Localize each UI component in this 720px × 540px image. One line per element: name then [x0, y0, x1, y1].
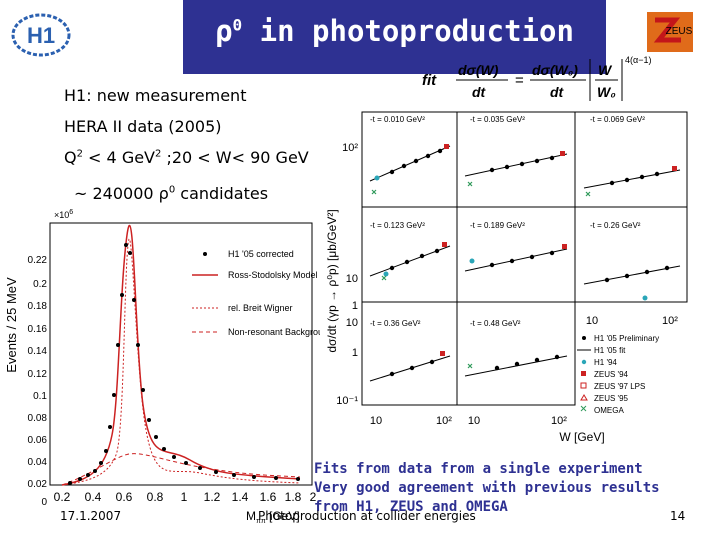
svg-text:0: 0 [41, 497, 47, 508]
svg-text:-t = 0.010 GeV²: -t = 0.010 GeV² [370, 115, 425, 124]
svg-text:10: 10 [346, 273, 358, 285]
fit-formula: fit dσ(W) dt = dσ(W₀) dt W W₀ 4(α−1) [422, 55, 651, 101]
svg-text:H1 '05 fit: H1 '05 fit [594, 346, 626, 355]
footer-title: Photoproduction at collider energies [258, 509, 476, 523]
svg-text:dσ(W₀): dσ(W₀) [532, 62, 578, 78]
zeus-logo: ZEUS [647, 12, 693, 52]
svg-text:-t = 0.48 GeV²: -t = 0.48 GeV² [470, 319, 521, 328]
svg-text:Ross-Stodolsky Model: Ross-Stodolsky Model [228, 270, 318, 280]
svg-text:-t = 0.36 GeV²: -t = 0.36 GeV² [370, 319, 421, 328]
svg-text:W: W [598, 62, 613, 78]
svg-text:4(α−1): 4(α−1) [625, 55, 651, 65]
svg-text:10²: 10² [436, 415, 452, 427]
svg-text:0.6: 0.6 [116, 490, 133, 504]
svg-text:ZEUS '94: ZEUS '94 [594, 370, 629, 379]
svg-text:ZEUS '97 LPS: ZEUS '97 LPS [594, 382, 645, 391]
svg-text:0.08: 0.08 [28, 413, 48, 424]
slide-title: ρ0 in photoproduction [215, 14, 574, 48]
svg-text:Non-resonant Background: Non-resonant Background [228, 327, 320, 337]
svg-text:0.4: 0.4 [85, 490, 102, 504]
svg-text:10: 10 [346, 317, 358, 329]
svg-text:dt: dt [550, 84, 565, 100]
svg-text:1.8: 1.8 [285, 490, 302, 504]
h1-measurement-text: H1: new measurement [64, 86, 247, 105]
svg-text:×106: ×106 [54, 209, 73, 220]
svg-text:1.6: 1.6 [260, 490, 277, 504]
page-number: 14 [670, 509, 686, 523]
svg-text:10: 10 [468, 415, 480, 427]
svg-text:rel. Breit Wigner: rel. Breit Wigner [228, 303, 293, 313]
svg-text:H1 '94: H1 '94 [594, 358, 617, 367]
svg-text:10: 10 [370, 415, 382, 427]
svg-text:0.2: 0.2 [33, 279, 47, 290]
mass-spectrum-plot: Events / 25 MeV ×106 0.22 0.2 0.18 0.16 … [4, 209, 320, 525]
svg-text:-t = 0.069 GeV²: -t = 0.069 GeV² [590, 115, 645, 124]
fits-summary: Fits from data from a single experiment … [314, 461, 660, 515]
svg-text:-t = 0.26 GeV²: -t = 0.26 GeV² [590, 221, 641, 230]
svg-text:0.02: 0.02 [28, 479, 48, 490]
kinematic-range-text: Q2 < 4 GeV2 ;20 < W< 90 GeV [64, 148, 309, 167]
hera-data-text: HERA II data (2005) [64, 117, 222, 136]
title-bar [183, 0, 606, 74]
svg-text:1.2: 1.2 [204, 490, 221, 504]
svg-text:W [GeV]: W [GeV] [559, 430, 604, 444]
svg-text:0.16: 0.16 [28, 324, 48, 335]
svg-text:0.2: 0.2 [54, 490, 71, 504]
svg-text:Events / 25 MeV: Events / 25 MeV [4, 277, 19, 373]
svg-text:0.1: 0.1 [33, 391, 47, 402]
h1-logo: H1 [11, 13, 71, 57]
svg-text:0.14: 0.14 [28, 346, 48, 357]
svg-text:1: 1 [352, 347, 358, 359]
svg-text:ZEUS '95: ZEUS '95 [594, 394, 629, 403]
svg-text:H1 '05 corrected: H1 '05 corrected [228, 249, 294, 259]
svg-text:W₀: W₀ [597, 84, 616, 100]
footer-date: 17.1.2007 [60, 509, 122, 523]
svg-text:-t = 0.035 GeV²: -t = 0.035 GeV² [470, 115, 525, 124]
svg-text:0.18: 0.18 [28, 301, 48, 312]
svg-text:10²: 10² [551, 415, 567, 427]
svg-text:10⁻¹: 10⁻¹ [336, 395, 358, 407]
candidates-text: ~ 240000 ρ0 candidates [74, 184, 269, 203]
svg-text:0.12: 0.12 [28, 369, 48, 380]
svg-text:dσ/dt (γp → ρ⁰p) [μb/GeV²]: dσ/dt (γp → ρ⁰p) [μb/GeV²] [325, 209, 339, 352]
svg-text:2: 2 [310, 490, 317, 504]
svg-text:-t = 0.189 GeV²: -t = 0.189 GeV² [470, 221, 525, 230]
svg-text:0.04: 0.04 [28, 457, 48, 468]
svg-text:0.22: 0.22 [28, 255, 48, 266]
svg-text:10²: 10² [342, 142, 358, 154]
svg-text:10: 10 [586, 315, 598, 327]
svg-text:10²: 10² [662, 315, 678, 327]
svg-text:-t = 0.123 GeV²: -t = 0.123 GeV² [370, 221, 425, 230]
svg-text:OMEGA: OMEGA [594, 406, 624, 415]
svg-text:=: = [515, 72, 524, 89]
svg-text:H1: H1 [27, 23, 55, 48]
svg-text:1: 1 [181, 490, 188, 504]
svg-text:0.06: 0.06 [28, 435, 48, 446]
svg-text:ZEUS: ZEUS [666, 26, 693, 37]
svg-text:1: 1 [352, 300, 358, 312]
svg-text:H1 '05 Preliminary: H1 '05 Preliminary [594, 334, 659, 343]
svg-text:0.8: 0.8 [147, 490, 164, 504]
svg-text:fit: fit [422, 72, 437, 89]
svg-text:1.4: 1.4 [232, 490, 249, 504]
svg-text:dt: dt [472, 84, 487, 100]
cross-section-plot: dσ/dt (γp → ρ⁰p) [μb/GeV²] -t = 0.010 Ge… [325, 111, 688, 444]
svg-text:Mππ [GeV]: Mππ [GeV] [246, 509, 300, 525]
svg-text:dσ(W): dσ(W) [458, 62, 499, 78]
